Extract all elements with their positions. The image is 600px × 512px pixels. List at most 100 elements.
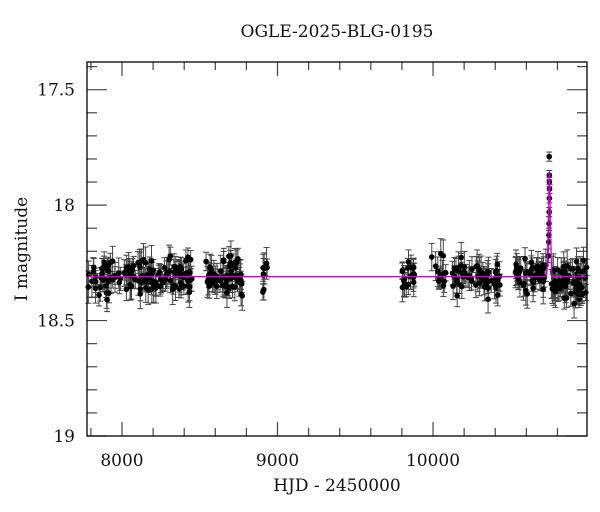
data-point	[180, 274, 187, 281]
model-curve	[87, 172, 587, 278]
data-point	[185, 277, 191, 284]
data-point	[123, 286, 130, 293]
data-point	[573, 258, 580, 265]
data-point	[149, 285, 155, 292]
chart-title: OGLE-2025-BLG-0195	[240, 22, 434, 42]
data-point	[100, 277, 106, 283]
data-point	[115, 270, 122, 276]
data-point	[178, 284, 184, 291]
data-point	[147, 266, 154, 273]
x-axis-label: HJD - 2450000	[273, 476, 401, 496]
data-point	[135, 277, 142, 284]
data-point	[473, 282, 479, 288]
data-point	[469, 266, 475, 273]
data-point	[148, 257, 155, 264]
data-point	[440, 253, 447, 259]
data-point	[569, 266, 576, 272]
data-point	[207, 264, 213, 271]
data-point	[545, 253, 552, 259]
data-point	[123, 267, 130, 273]
data-point	[404, 265, 411, 271]
data-point	[553, 278, 559, 284]
x-tick-label: 10000	[406, 451, 460, 471]
data-point	[185, 283, 191, 290]
data-point	[177, 280, 184, 286]
data-point	[401, 278, 407, 284]
data-point	[440, 282, 447, 289]
data-point	[455, 268, 462, 274]
data-point	[171, 263, 177, 270]
data-point	[459, 283, 465, 290]
data-point	[571, 278, 577, 285]
data-point	[90, 264, 97, 271]
data-point	[137, 291, 144, 297]
data-point	[97, 284, 104, 291]
data-point	[217, 268, 224, 274]
data-point	[177, 263, 184, 270]
data-point	[567, 290, 574, 297]
x-tick-label: 8000	[100, 451, 143, 471]
data-point	[103, 283, 109, 289]
data-point	[481, 284, 488, 290]
x-tick-label: 9000	[256, 451, 299, 471]
data-point	[441, 278, 447, 285]
data-point	[116, 279, 123, 286]
data-point	[474, 263, 480, 269]
data-point	[261, 286, 267, 293]
data-point	[492, 269, 499, 275]
data-point	[571, 300, 577, 307]
data-point	[96, 292, 102, 298]
data-point	[228, 253, 234, 259]
plot-frame	[86, 61, 588, 437]
y-tick-label: 18.5	[37, 312, 75, 332]
data-point	[140, 256, 147, 263]
data-point	[161, 265, 168, 271]
data-point	[167, 277, 174, 284]
data-point	[538, 269, 545, 276]
data-point	[106, 290, 112, 296]
data-point	[399, 267, 406, 274]
data-point	[562, 283, 569, 290]
y-tick-label: 19	[53, 427, 75, 447]
data-point	[450, 283, 456, 289]
data-point	[560, 277, 567, 284]
data-point	[101, 259, 108, 266]
data-point	[209, 280, 216, 286]
data-point	[454, 293, 460, 299]
data-point	[135, 259, 141, 266]
data-point	[203, 258, 209, 265]
data-point	[479, 275, 486, 281]
data-point	[580, 257, 587, 263]
data-point	[159, 278, 166, 285]
data-point	[515, 276, 522, 282]
data-point	[405, 259, 412, 265]
data-point	[573, 285, 580, 292]
data-point	[485, 296, 491, 302]
error-bars	[85, 151, 590, 319]
data-point	[260, 271, 267, 277]
data-point	[105, 262, 111, 269]
data-point	[238, 280, 245, 287]
data-point	[432, 263, 439, 269]
data-point	[92, 285, 99, 292]
data-point	[213, 283, 220, 290]
data-point	[104, 267, 111, 273]
data-point	[579, 291, 586, 298]
data-point	[435, 278, 442, 284]
y-tick-label: 18	[53, 196, 75, 216]
data-point	[494, 292, 501, 298]
data-point	[220, 258, 227, 265]
data-point	[566, 273, 572, 279]
data-point	[130, 262, 137, 269]
data-point	[575, 275, 582, 281]
data-point	[221, 282, 227, 289]
data-point	[540, 286, 546, 293]
data-point	[528, 259, 535, 266]
data-point	[226, 263, 233, 270]
data-point	[497, 282, 503, 288]
data-point	[137, 285, 144, 292]
data-point	[187, 269, 193, 275]
data-point	[232, 264, 239, 271]
data-points	[85, 153, 590, 307]
data-point	[494, 261, 501, 268]
